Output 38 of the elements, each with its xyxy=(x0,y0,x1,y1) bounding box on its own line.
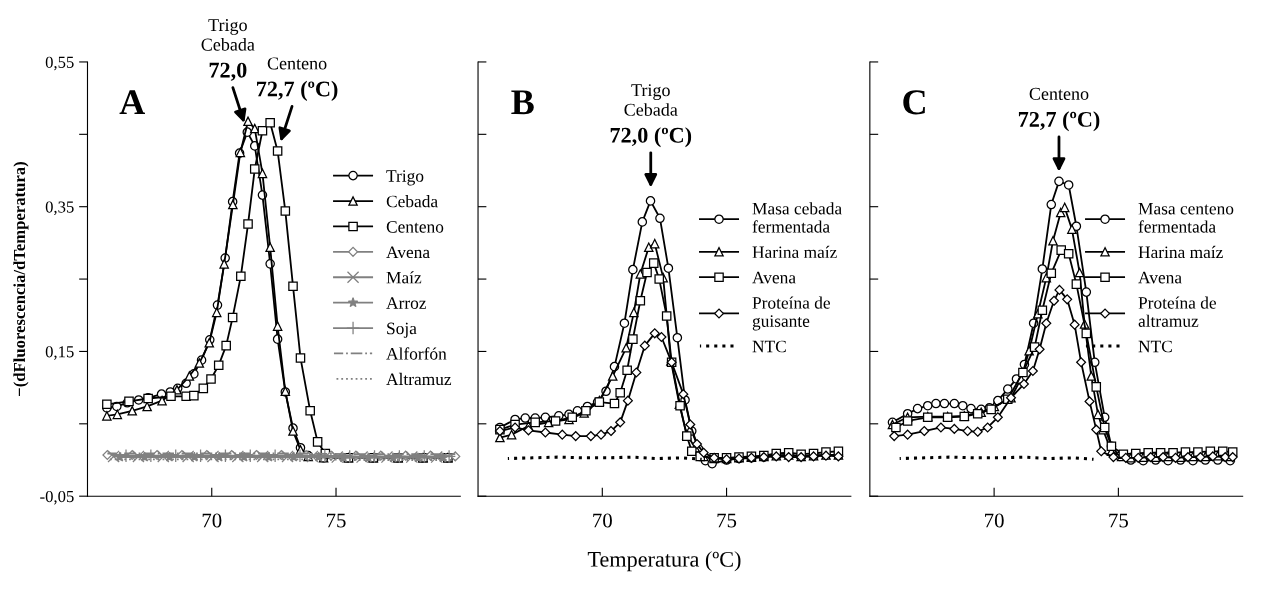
y-tick-label: 0,35 xyxy=(45,201,74,216)
annotation: A xyxy=(119,90,145,115)
legend-label: Avena xyxy=(752,271,796,284)
x-tick-label: 75 xyxy=(717,513,737,528)
annotation: Centeno 72,7 (ºC) xyxy=(257,57,338,101)
legend-label: Cebada xyxy=(386,195,438,208)
y-tick-label: 0,55 xyxy=(45,56,74,71)
legend-label: Proteína de guisante xyxy=(752,296,830,331)
x-tick-label: 75 xyxy=(1109,513,1128,528)
annotation: Trigo Cebada 72,0 (ºC) xyxy=(610,84,692,148)
legend-label: NTC xyxy=(1138,340,1172,353)
legend-label: Avena xyxy=(1138,271,1182,284)
x-tick-label: 75 xyxy=(326,513,346,528)
legend-label: Altramuz xyxy=(386,372,452,386)
legend-label: Proteína de altramuz xyxy=(1138,296,1217,327)
x-tick-label: 70 xyxy=(985,513,1004,528)
legend-label: Soja xyxy=(387,322,417,338)
legend-label: Alforfón xyxy=(386,347,447,360)
legend-label: Harina maíz xyxy=(752,245,837,259)
legend-label: NTC xyxy=(752,340,786,353)
y-tick-label: -0,05 xyxy=(40,490,74,505)
legend-label: Trigo xyxy=(386,170,424,186)
legend-label: Avena xyxy=(386,246,430,259)
annotation: Trigo Cebada 72,0 xyxy=(201,19,255,81)
y-axis-title: −(dFluorescencia/dTemperatura) xyxy=(13,162,29,396)
annotation: B xyxy=(511,90,534,115)
legend-label: Masa centeno fermentada xyxy=(1138,202,1234,233)
y-tick-label: 0,15 xyxy=(45,346,74,360)
legend-label: Maíz xyxy=(386,271,422,284)
x-tick-label: 70 xyxy=(202,513,222,528)
x-tick-label: 70 xyxy=(593,513,612,528)
x-axis-title: Temperatura (ºC) xyxy=(587,551,741,572)
legend-label: Arroz xyxy=(386,297,427,309)
annotation: C xyxy=(903,90,925,115)
annotation: Centeno 72,7 (ºC) xyxy=(1018,87,1100,132)
legend-label: Harina maíz xyxy=(1138,245,1223,259)
legend-label: Masa cebada fermentada xyxy=(752,202,842,233)
legend-label: Centeno xyxy=(386,221,444,233)
